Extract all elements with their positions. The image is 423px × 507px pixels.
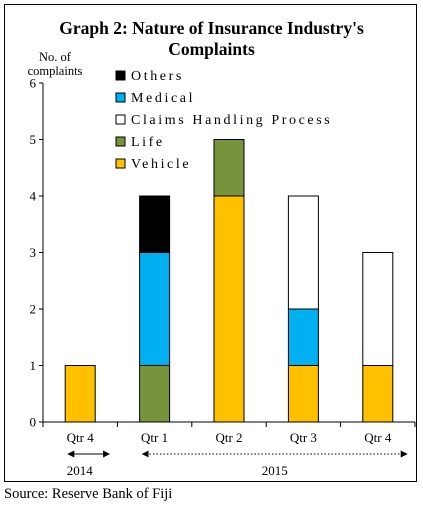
bar-life <box>139 365 171 423</box>
legend-swatch-vehicle <box>115 158 126 169</box>
x-tick-label: Qtr 4 <box>364 430 392 445</box>
year-label: 2014 <box>67 463 94 478</box>
y-tick-label: 0 <box>30 415 37 430</box>
y-tick-label: 5 <box>30 132 37 147</box>
y-tick-label: 1 <box>30 358 37 373</box>
y-tick-label: 6 <box>30 76 37 91</box>
bar-vehicle <box>362 365 394 423</box>
bar-claims-handling-process <box>287 195 319 310</box>
legend-swatch-claims-handling-process <box>115 114 126 125</box>
chart-title-line-2: Complaints <box>168 39 255 59</box>
legend-swatch-others <box>115 70 126 81</box>
y-axis-label-line-2: complaints <box>27 64 83 78</box>
x-tick-label: Qtr 4 <box>67 430 95 445</box>
legend-swatch-life <box>115 136 126 147</box>
legend-label-vehicle: Vehicle <box>131 157 191 172</box>
legend-label-claims-handling-process: Claims Handling Process <box>131 113 332 128</box>
legend-swatch-medical <box>115 92 126 103</box>
bar-others <box>139 195 171 253</box>
source-note: Source: Reserve Bank of Fiji <box>4 486 173 502</box>
chart-title-line-1: Graph 2: Nature of Insurance Industry's <box>59 18 364 38</box>
bar-claims-handling-process <box>362 252 394 366</box>
x-tick-label: Qtr 3 <box>290 430 317 445</box>
y-tick-label: 2 <box>30 302 37 317</box>
bar-vehicle <box>64 365 96 423</box>
x-tick-label: Qtr 2 <box>215 430 242 445</box>
bar-life <box>213 139 245 197</box>
y-tick-label: 4 <box>30 189 37 204</box>
bar-medical <box>287 308 319 366</box>
legend-label-medical: Medical <box>131 91 195 106</box>
y-tick-label: 3 <box>30 245 37 260</box>
legend-label-others: Others <box>131 69 184 84</box>
year-label: 2015 <box>262 463 288 478</box>
y-axis-label-line-1: No. of <box>39 50 71 64</box>
bar-vehicle <box>213 195 245 423</box>
bar-vehicle <box>287 365 319 423</box>
chart-frame: Graph 2: Nature of Insurance Industry's … <box>4 4 417 482</box>
legend-label-life: Life <box>131 135 165 150</box>
x-tick-label: Qtr 1 <box>141 430 168 445</box>
bar-medical <box>139 252 171 366</box>
chart-title: Graph 2: Nature of Insurance Industry's … <box>5 18 418 60</box>
y-axis-label: No. of complaints <box>25 50 85 78</box>
